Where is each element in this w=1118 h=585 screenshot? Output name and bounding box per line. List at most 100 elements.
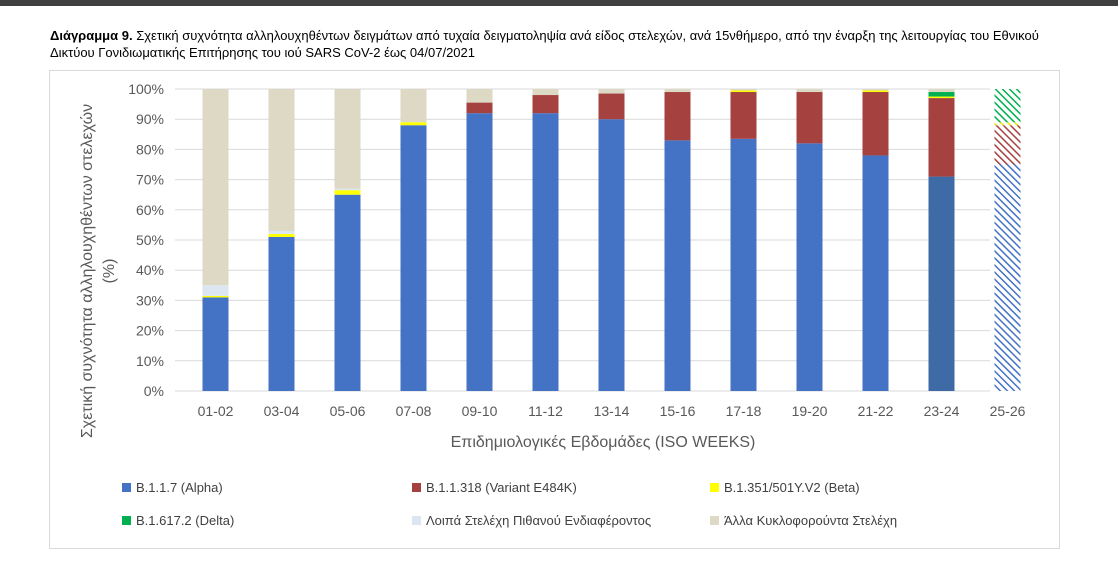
bar-segment — [796, 143, 823, 391]
bar-stack-13-14 — [598, 89, 625, 391]
bar-stack-19-20 — [796, 89, 823, 391]
bar-segment — [466, 102, 493, 114]
chart-frame: Σχετική συχνότητα αλληλουχηθέντων στελεχ… — [49, 70, 1060, 549]
bar-segment — [730, 90, 757, 93]
bar-segment — [598, 93, 625, 120]
bar-segment — [862, 92, 889, 156]
bar-stack-17-18 — [730, 89, 757, 391]
x-tick-label: 03-04 — [264, 403, 300, 419]
bar-stack-03-04 — [268, 89, 295, 391]
x-tick-label: 13-14 — [594, 403, 630, 419]
bar-segment — [994, 125, 1021, 165]
legend-label: Άλλα Κυκλοφορούντα Στελέχη — [724, 513, 897, 528]
bar-segment — [334, 190, 361, 195]
bar-segment — [268, 233, 295, 237]
bar-segment — [202, 285, 229, 296]
y-tick-label: 20% — [136, 323, 164, 339]
bar-stack-11-12 — [532, 89, 559, 391]
y-tick-label: 70% — [136, 172, 164, 188]
x-axis-title: Επιδημιολογικές Εβδομάδες (ISO WEEKS) — [451, 434, 756, 451]
bars — [202, 89, 1021, 392]
bar-segment — [598, 89, 625, 94]
bar-segment — [994, 164, 1021, 391]
caption-text: Σχετική συχνότητα αλληλουχηθέντων δειγμά… — [50, 28, 1039, 60]
figure-caption: Διάγραμμα 9. Σχετική συχνότητα αλληλουχη… — [50, 27, 1070, 61]
bar-segment — [334, 89, 361, 189]
bar-segment — [598, 119, 625, 391]
legend-item: Λοιπά Στελέχη Πιθανού Ενδιαφέροντος — [412, 513, 651, 528]
y-tick-label: 30% — [136, 292, 164, 308]
x-tick-label: 25-26 — [990, 403, 1026, 419]
legend: B.1.1.7 (Alpha) B.1.1.318 (Variant E484K)… — [122, 480, 897, 528]
y-tick-label: 90% — [136, 111, 164, 127]
bar-segment — [400, 89, 427, 123]
legend-swatch — [412, 483, 421, 492]
x-tick-label: 21-22 — [858, 403, 894, 419]
legend-label: B.1.1.7 (Alpha) — [136, 480, 223, 495]
bar-segment — [928, 98, 955, 177]
bar-segment — [202, 89, 229, 286]
legend-swatch — [412, 516, 421, 525]
bar-segment — [928, 96, 955, 99]
y-tick-label: 50% — [136, 232, 164, 248]
bar-segment — [202, 297, 229, 391]
y-tick-label: 10% — [136, 353, 164, 369]
bar-segment — [994, 122, 1021, 126]
bar-stack-07-08 — [400, 89, 427, 392]
y-axis-title-line2: (%) — [101, 259, 118, 284]
bar-segment — [268, 230, 295, 234]
bar-segment — [730, 89, 757, 91]
x-tick-label: 15-16 — [660, 403, 696, 419]
bar-segment — [862, 89, 889, 91]
x-tick-label: 07-08 — [396, 403, 432, 419]
legend-label: B.1.617.2 (Delta) — [136, 513, 234, 528]
bar-segment — [532, 89, 559, 96]
x-tick-label: 09-10 — [462, 403, 498, 419]
legend-label: B.1.351/501Y.V2 (Beta) — [724, 480, 860, 495]
bar-segment — [796, 92, 823, 144]
y-tick-label: 60% — [136, 202, 164, 218]
x-tick-label: 17-18 — [726, 403, 762, 419]
bar-stack-09-10 — [466, 89, 493, 391]
bar-segment — [928, 89, 955, 93]
caption-label: Διάγραμμα 9. — [50, 28, 133, 43]
legend-swatch — [710, 516, 719, 525]
bar-segment — [532, 113, 559, 391]
legend-label: Λοιπά Στελέχη Πιθανού Ενδιαφέροντος — [426, 513, 651, 528]
bar-stack-01-02 — [202, 89, 229, 391]
bar-segment — [202, 295, 229, 298]
bar-segment — [664, 92, 691, 141]
bar-segment — [730, 138, 757, 391]
bar-segment — [730, 92, 757, 139]
bar-stack-15-16 — [664, 89, 691, 391]
bar-stack-05-06 — [334, 89, 361, 391]
bar-segment — [994, 89, 1021, 123]
legend-swatch — [710, 483, 719, 492]
legend-item: B.1.351/501Y.V2 (Beta) — [710, 480, 860, 495]
y-tick-label: 80% — [136, 141, 164, 157]
bar-segment — [664, 89, 691, 93]
x-axis-ticks: 01-02 03-04 05-06 07-08 09-10 11-12 13-14 15-16… — [198, 403, 1026, 419]
bar-segment — [466, 113, 493, 391]
bar-stack-21-22 — [862, 89, 889, 391]
bar-stack-25-26 — [994, 89, 1021, 391]
y-tick-label: 100% — [128, 81, 164, 97]
y-axis-ticks: 0% 10% 20% 30% 40% 50% 60% 70% 80% 90% 100% — [128, 81, 164, 399]
legend-label: B.1.1.318 (Variant E484K) — [426, 480, 577, 495]
x-tick-label: 11-12 — [528, 403, 563, 419]
top-bar — [0, 0, 1118, 6]
gridlines — [175, 88, 990, 392]
bar-segment — [532, 95, 559, 114]
bar-segment — [400, 122, 427, 126]
bar-segment — [334, 188, 361, 191]
legend-item: Άλλα Κυκλοφορούντα Στελέχη — [710, 513, 897, 528]
x-tick-label: 23-24 — [924, 403, 960, 419]
bar-segment — [796, 89, 823, 93]
bar-segment — [862, 90, 889, 93]
bar-segment — [928, 92, 955, 97]
bar-segment — [334, 194, 361, 391]
y-axis-title-line1: Σχετική συχνότητα αλληλουχηθέντων στελεχ… — [79, 104, 96, 438]
y-tick-label: 40% — [136, 262, 164, 278]
legend-swatch — [122, 483, 131, 492]
bar-segment — [862, 155, 889, 391]
